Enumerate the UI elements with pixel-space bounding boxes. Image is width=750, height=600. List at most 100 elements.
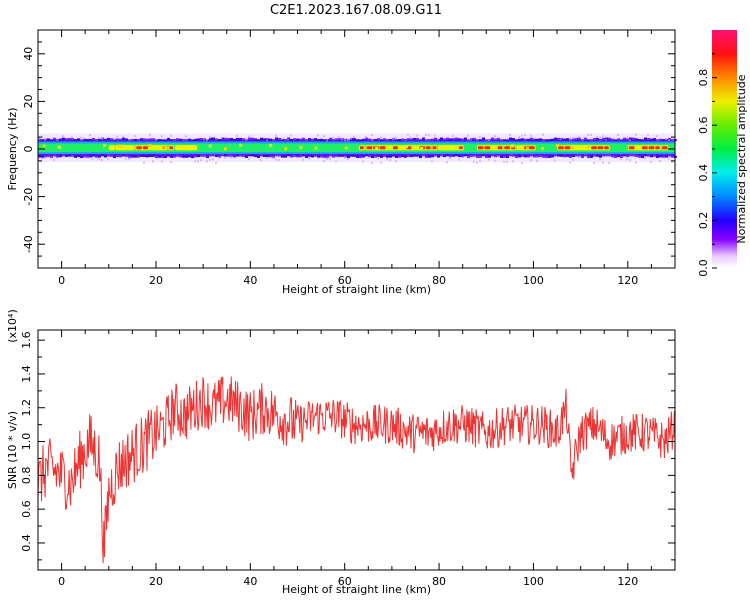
spectrum-speckle — [212, 154, 215, 157]
spectrum-speckle — [260, 137, 263, 140]
spectrum-speckle — [320, 155, 323, 158]
spectrum-speckle — [236, 154, 239, 157]
spectrum-speckle — [647, 138, 650, 141]
spectrum-speckle — [281, 138, 283, 141]
spectrum-speckle — [83, 137, 85, 140]
spectrum-speckle — [329, 137, 332, 140]
spectrum-speckle — [128, 139, 131, 142]
spectrum-speckle — [173, 139, 176, 142]
spectrum-speckle — [176, 154, 179, 157]
spectrum-speckle — [572, 138, 575, 141]
spectrum-speckle — [620, 158, 622, 161]
spectrum-speckle — [353, 138, 356, 141]
spectrum-speckle — [638, 155, 641, 158]
spectrum-speckle — [671, 139, 674, 142]
spectrum-speckle — [518, 138, 521, 141]
spectrum-speckle — [263, 138, 266, 141]
spectrum-speckle — [566, 138, 569, 141]
spectrum-speckle — [572, 155, 575, 158]
spectrum-speckle — [155, 138, 157, 141]
spectrum-speckle — [50, 139, 53, 142]
spectrum-speckle — [221, 154, 224, 157]
spectrum-speckle — [341, 138, 343, 141]
spectrum-speckle — [626, 138, 629, 141]
spectrum-speckle — [86, 155, 89, 158]
spectrum-speckle — [89, 156, 91, 159]
spectrum-speckle — [118, 144, 122, 148]
spectrum-speckle — [455, 137, 458, 140]
spectrum-speckle — [59, 155, 62, 158]
spectrum-speckle — [197, 160, 199, 163]
plot-frame — [37, 329, 676, 571]
spectrum-speckle — [527, 155, 530, 158]
spectrum-speckle — [89, 155, 92, 158]
y-tick-label: 0.8 — [20, 467, 33, 485]
spectrum-speckle — [629, 154, 632, 157]
spectrum-speckle — [605, 154, 608, 157]
spectrum-speckle — [236, 134, 238, 137]
x-tick-label: 60 — [338, 575, 352, 588]
spectrum-speckle — [344, 156, 346, 159]
spectrum-speckle — [167, 137, 170, 140]
spectrum-speckle — [272, 139, 275, 142]
spectrum-speckle — [419, 156, 422, 159]
spectrum-speckle — [341, 154, 344, 157]
spectrum-speckle — [599, 136, 601, 139]
spectrum-speckle — [386, 155, 389, 158]
spectrum-peak — [516, 145, 525, 151]
spectrum-speckle — [338, 138, 341, 141]
spectrum-speckle — [482, 137, 485, 140]
spectrum-speckle — [596, 154, 599, 157]
spectrum-speckle — [323, 155, 326, 158]
spectrum-speckle — [42, 144, 46, 148]
spectrum-speckle — [452, 138, 455, 141]
spectrum-speckle — [650, 138, 653, 141]
spectrum-speckle — [506, 137, 508, 140]
spectrum-speckle — [659, 155, 662, 158]
spectrum-speckle — [419, 139, 422, 142]
x-tick-label: 0 — [58, 274, 65, 287]
spectrum-speckle — [416, 138, 419, 141]
spectrum-speckle — [185, 139, 188, 142]
spectrum-speckle — [365, 154, 368, 157]
spectrum-speckle — [482, 154, 485, 157]
spectrum-speckle — [287, 138, 289, 141]
spectrum-speckle — [227, 154, 230, 157]
spectrum-speckle — [443, 138, 446, 141]
spectrum-speckle — [416, 154, 419, 157]
spectrum-speckle — [506, 156, 509, 159]
spectrum-speckle — [128, 157, 130, 160]
spectrum-speckle — [158, 139, 161, 142]
spectrum-speckle — [133, 146, 137, 150]
spectrum-speckle — [632, 137, 635, 140]
spectrum-speckle — [329, 158, 331, 161]
spectrum-speckle — [257, 155, 260, 158]
spectrum-speckle — [302, 137, 305, 140]
spectrum-speckle — [263, 154, 266, 157]
spectrum-speckle — [668, 157, 670, 160]
spectrum-speckle — [452, 135, 454, 138]
spectrum-speckle — [155, 156, 158, 159]
spectrum-speckle — [617, 155, 620, 158]
spectrum-speckle — [71, 154, 74, 157]
colorbar-gradient — [712, 30, 737, 268]
spectrum-speckle — [485, 155, 488, 158]
spectrum-speckle — [170, 134, 172, 137]
spectrum-speckle — [206, 160, 208, 163]
spectrum-speckle — [290, 155, 293, 158]
spectrum-speckle — [251, 154, 254, 157]
spectrum-speckle — [488, 158, 490, 161]
y-tick-label: 20 — [22, 94, 35, 108]
spectrum-speckle — [62, 154, 65, 157]
spectrum-speckle — [476, 139, 479, 142]
spectrum-speckle — [425, 155, 428, 158]
spectrum-speckle — [626, 158, 628, 161]
colorbar-tick-label: 0.4 — [697, 164, 710, 182]
spectrum-speckle — [152, 160, 154, 163]
spectrum-speckle — [389, 155, 392, 158]
spectrum-speckle — [410, 136, 412, 139]
spectrum-speckle — [510, 144, 514, 148]
spectrum-speckle — [584, 137, 587, 140]
spectrum-speckle — [593, 137, 596, 140]
spectrum-speckle — [164, 156, 167, 159]
